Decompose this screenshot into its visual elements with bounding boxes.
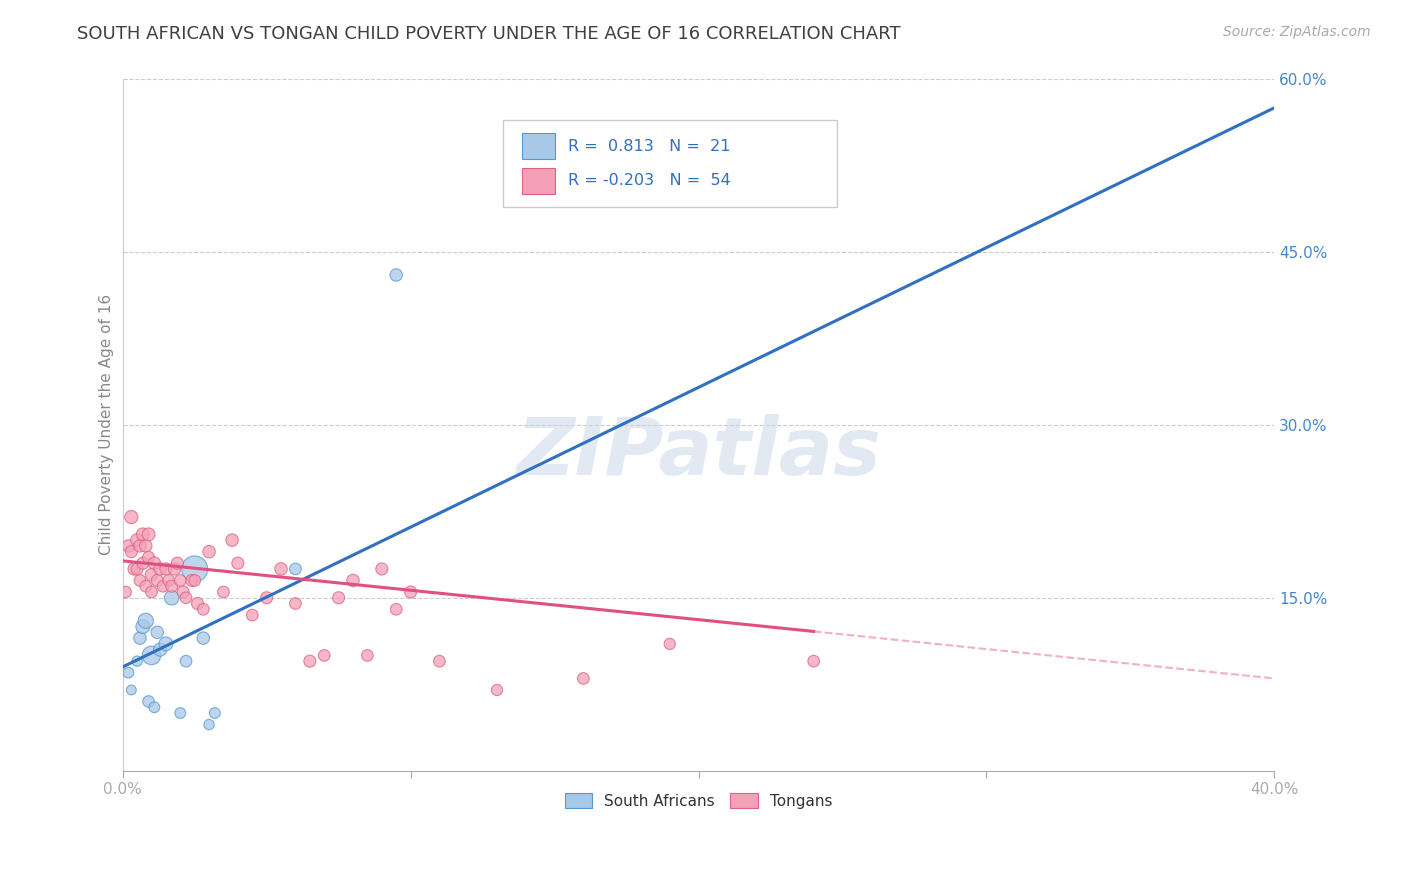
- Point: [143, 556, 166, 570]
- Point: [132, 619, 155, 633]
- Point: [127, 533, 149, 548]
- Point: [193, 602, 215, 616]
- Point: [270, 562, 292, 576]
- Point: [169, 574, 191, 588]
- Point: [342, 574, 364, 588]
- Point: [385, 602, 408, 616]
- Point: [120, 683, 142, 698]
- Point: [132, 556, 155, 570]
- Point: [429, 654, 451, 668]
- Point: [166, 556, 188, 570]
- Text: Source: ZipAtlas.com: Source: ZipAtlas.com: [1223, 25, 1371, 39]
- Point: [129, 539, 152, 553]
- Point: [149, 642, 172, 657]
- Point: [198, 717, 221, 731]
- Point: [155, 562, 177, 576]
- Point: [129, 574, 152, 588]
- Point: [152, 579, 174, 593]
- FancyBboxPatch shape: [522, 133, 554, 159]
- Point: [138, 694, 160, 708]
- Point: [160, 591, 183, 605]
- Point: [117, 665, 139, 680]
- Point: [141, 567, 163, 582]
- Point: [180, 574, 202, 588]
- Point: [198, 544, 221, 558]
- Point: [221, 533, 243, 548]
- Point: [135, 539, 157, 553]
- Point: [256, 591, 278, 605]
- Point: [132, 527, 155, 541]
- Point: [284, 562, 307, 576]
- Point: [160, 579, 183, 593]
- Point: [204, 706, 226, 720]
- FancyBboxPatch shape: [503, 120, 837, 207]
- Point: [120, 510, 142, 524]
- Point: [127, 562, 149, 576]
- Point: [149, 562, 172, 576]
- Point: [803, 654, 825, 668]
- Point: [399, 585, 422, 599]
- Point: [226, 556, 249, 570]
- Point: [114, 585, 136, 599]
- Point: [172, 585, 194, 599]
- Point: [146, 574, 169, 588]
- Point: [157, 574, 180, 588]
- Point: [155, 637, 177, 651]
- Point: [314, 648, 336, 663]
- Text: SOUTH AFRICAN VS TONGAN CHILD POVERTY UNDER THE AGE OF 16 CORRELATION CHART: SOUTH AFRICAN VS TONGAN CHILD POVERTY UN…: [77, 25, 901, 43]
- Point: [385, 268, 408, 282]
- Text: ZIPatlas: ZIPatlas: [516, 414, 882, 491]
- Point: [187, 597, 209, 611]
- Text: R = -0.203   N =  54: R = -0.203 N = 54: [568, 173, 731, 188]
- Point: [141, 648, 163, 663]
- Point: [298, 654, 321, 668]
- Point: [135, 614, 157, 628]
- Legend: South Africans, Tongans: South Africans, Tongans: [558, 787, 838, 815]
- Point: [371, 562, 394, 576]
- Point: [193, 631, 215, 645]
- Point: [183, 562, 205, 576]
- Point: [169, 706, 191, 720]
- Point: [127, 654, 149, 668]
- Point: [328, 591, 350, 605]
- Point: [143, 700, 166, 714]
- Point: [163, 562, 186, 576]
- Point: [174, 591, 197, 605]
- Point: [141, 585, 163, 599]
- Point: [138, 550, 160, 565]
- Point: [212, 585, 235, 599]
- Point: [183, 574, 205, 588]
- Point: [146, 625, 169, 640]
- Point: [240, 608, 263, 623]
- Point: [117, 539, 139, 553]
- Point: [485, 683, 508, 698]
- Text: R =  0.813   N =  21: R = 0.813 N = 21: [568, 138, 731, 153]
- Point: [120, 544, 142, 558]
- FancyBboxPatch shape: [522, 168, 554, 194]
- Point: [135, 579, 157, 593]
- Point: [572, 672, 595, 686]
- Point: [122, 562, 145, 576]
- Point: [174, 654, 197, 668]
- Point: [284, 597, 307, 611]
- Y-axis label: Child Poverty Under the Age of 16: Child Poverty Under the Age of 16: [100, 294, 114, 556]
- Point: [129, 631, 152, 645]
- Point: [658, 637, 681, 651]
- Point: [138, 527, 160, 541]
- Point: [356, 648, 378, 663]
